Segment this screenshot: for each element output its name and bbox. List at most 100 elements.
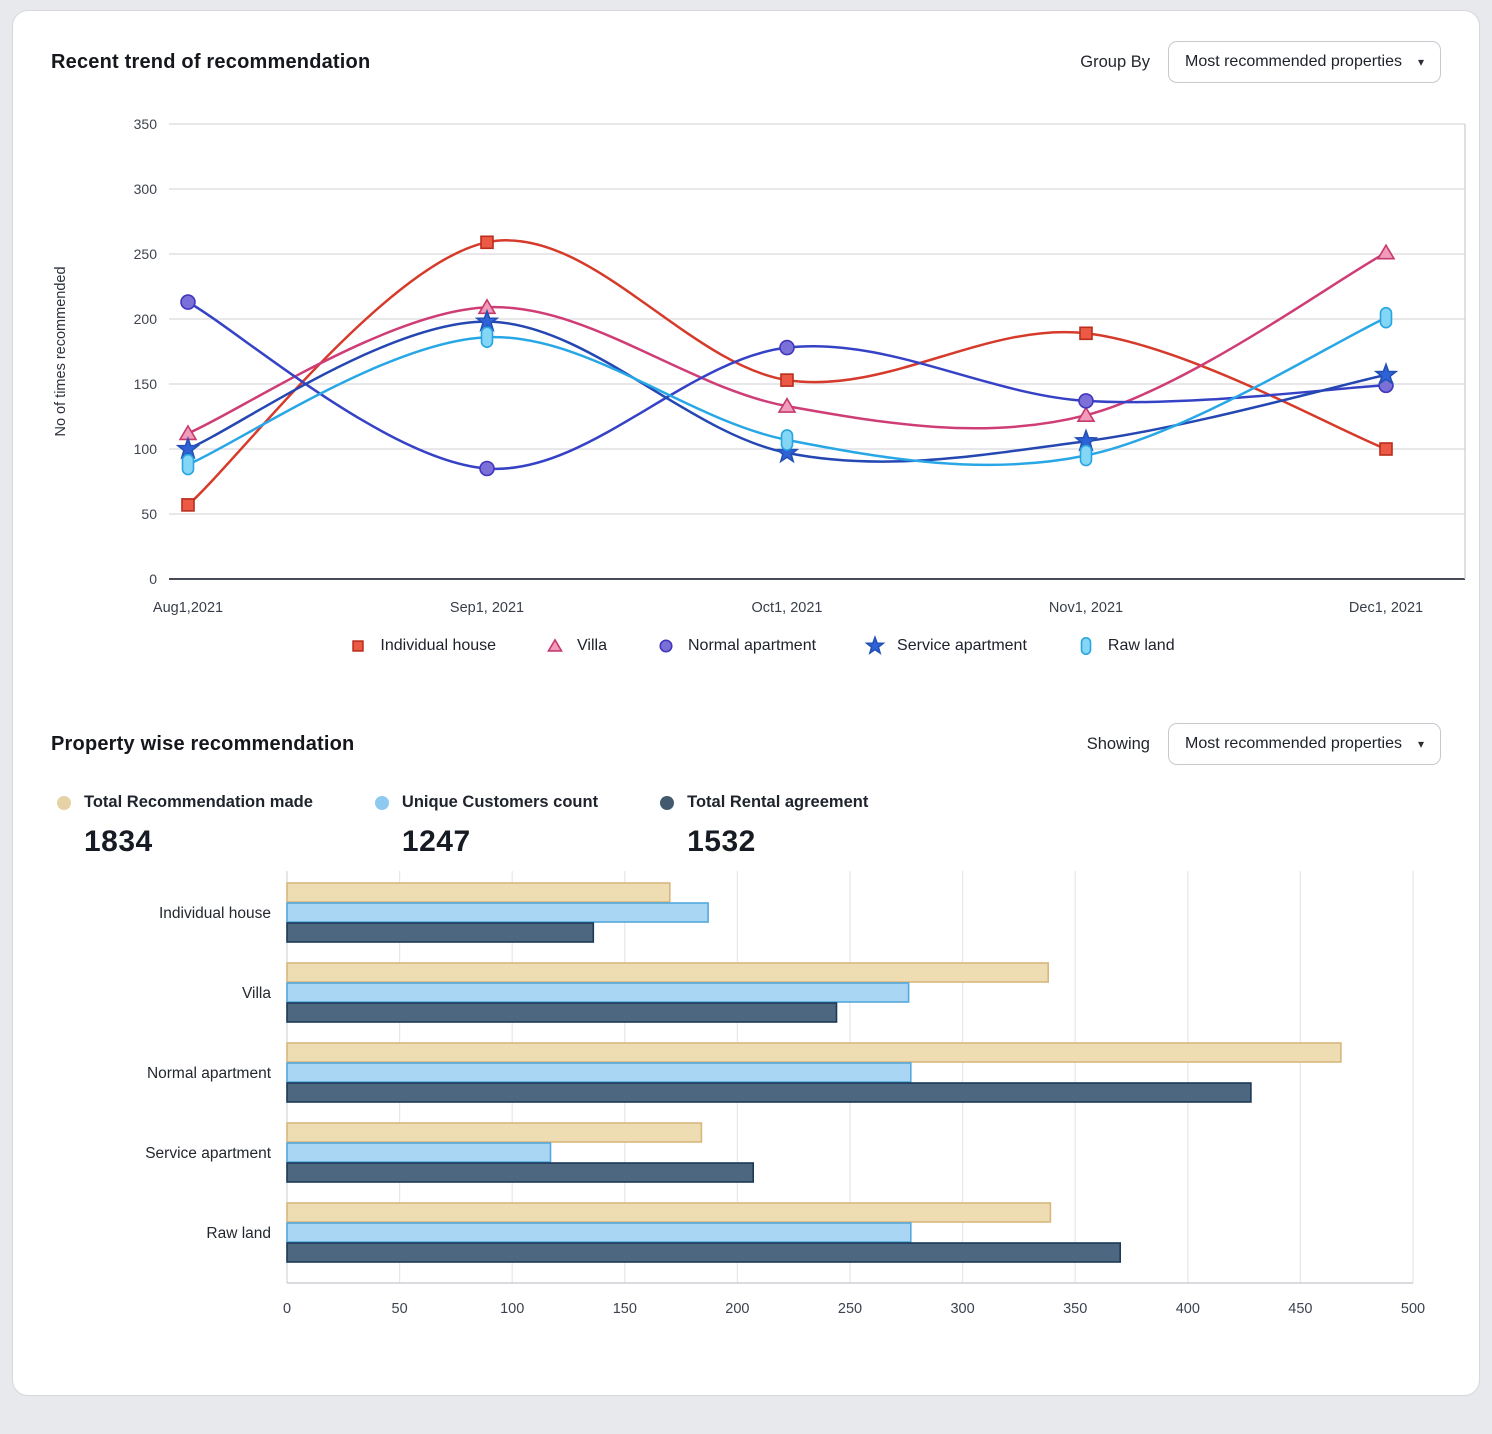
marker-square	[1079, 326, 1093, 341]
y-tick-label: 0	[149, 571, 157, 587]
bar-total-recommendation-made-service-apartment	[286, 1122, 703, 1143]
bar-total-recommendation-made-normal-apartment	[286, 1042, 1342, 1063]
bar-total-recommendation-made-individual-house	[286, 882, 671, 903]
marker-square	[480, 235, 494, 250]
stat-header: Total Rental agreement	[660, 793, 868, 812]
marker-star	[474, 308, 500, 332]
stat-label: Total Recommendation made	[84, 793, 313, 811]
x-tick-label: 150	[613, 1301, 637, 1317]
marker-capsule	[1080, 636, 1092, 655]
category-label: Normal apartment	[147, 1065, 272, 1082]
marker-circle	[180, 294, 196, 310]
y-tick-label: 350	[134, 116, 158, 132]
series-dot-icon	[660, 795, 675, 810]
dashboard-card: Recent trend of recommendation Group By …	[12, 10, 1480, 1396]
trend-title: Recent trend of recommendation	[51, 50, 371, 73]
circle-icon	[659, 639, 673, 653]
legend-item-service-apartment[interactable]: Service apartment	[864, 635, 1027, 657]
bar-total-recommendation-made-villa	[286, 962, 1050, 983]
y-tick-label: 150	[134, 376, 158, 392]
x-tick-label: Nov1, 2021	[1049, 600, 1123, 616]
star-icon	[864, 635, 886, 655]
x-tick-label: 450	[1288, 1301, 1312, 1317]
chevron-down-icon: ▾	[1417, 737, 1424, 751]
bar-unique-customers-count-villa	[286, 982, 910, 1003]
x-tick-label: 200	[725, 1301, 749, 1317]
property-bar-chart-svg: 0 50 100 150 200 250 300 350 400 450 500 Individual…	[145, 871, 1425, 1317]
x-tick-label: Dec1, 2021	[1349, 600, 1423, 616]
category-label: Individual house	[159, 905, 271, 922]
property-header: Property wise recommendation Showing Mos…	[51, 723, 1471, 765]
x-tick-label: 400	[1176, 1301, 1200, 1317]
x-tick-label: 500	[1401, 1301, 1425, 1317]
marker-capsule	[181, 453, 195, 476]
bar-total-rental-agreement-normal-apartment	[286, 1082, 1252, 1103]
stat-total-recommendation-made: Total Recommendation made 1834	[57, 793, 313, 859]
bar-unique-customers-count-service-apartment	[286, 1142, 552, 1163]
legend-item-normal-apartment[interactable]: Normal apartment	[655, 635, 816, 657]
group-by-dropdown[interactable]: Most recommended properties ▾	[1167, 41, 1441, 83]
group-by-control: Group By Most recommended properties ▾	[1080, 41, 1441, 83]
marker-star	[1373, 362, 1399, 386]
legend-label: Service apartment	[897, 637, 1027, 654]
marker-capsule	[780, 429, 794, 451]
y-tick-label: 50	[141, 506, 157, 522]
marker-star	[864, 635, 886, 655]
legend-label: Raw land	[1107, 637, 1175, 654]
bar-total-rental-agreement-villa	[286, 1002, 838, 1023]
legend-item-villa[interactable]: Villa	[544, 635, 607, 657]
trend-legend: Individual house Villa Normal apartment Ser…	[51, 635, 1471, 657]
legend-label: Normal apartment	[688, 637, 817, 654]
category-label: Raw land	[206, 1225, 271, 1242]
x-tick-label: 250	[838, 1301, 862, 1317]
property-bar-chart: 0 50 100 150 200 250 300 350 400 450 500 Individual…	[51, 869, 1471, 1327]
bar-unique-customers-count-normal-apartment	[286, 1062, 912, 1083]
stat-unique-customers-count: Unique Customers count 1247	[374, 793, 599, 859]
property-title: Property wise recommendation	[51, 732, 355, 755]
marker-square	[1379, 442, 1393, 456]
trend-header: Recent trend of recommendation Group By …	[51, 41, 1471, 83]
marker-square	[780, 373, 794, 387]
bar-total-recommendation-made-raw-land	[286, 1202, 1052, 1223]
marker-square	[352, 640, 365, 652]
marker-star	[774, 440, 800, 464]
legend-label: Villa	[577, 637, 607, 654]
marker-circle	[1078, 393, 1094, 409]
series-dot-icon	[57, 795, 71, 810]
category-label: Service apartment	[145, 1145, 271, 1162]
showing-label: Showing	[1086, 734, 1150, 753]
series-line-individual-house	[187, 239, 1387, 506]
marker-triangle	[547, 638, 564, 652]
marker-star	[175, 436, 201, 460]
legend-item-individual-house[interactable]: Individual house	[347, 635, 496, 657]
group-by-value: Most recommended properties	[1184, 53, 1402, 70]
y-axis-label: No of times recommended	[53, 266, 69, 436]
stat-header: Unique Customers count	[374, 793, 599, 812]
showing-value: Most recommended properties	[1184, 735, 1402, 752]
chevron-down-icon: ▾	[1417, 55, 1424, 69]
y-tick-label: 200	[134, 311, 158, 327]
showing-control: Showing Most recommended properties ▾	[1087, 723, 1441, 765]
stat-header: Total Recommendation made	[57, 793, 313, 812]
triangle-icon	[547, 638, 564, 652]
stat-value: 1247	[401, 825, 471, 858]
x-tick-label: Sep1, 2021	[450, 600, 524, 616]
marker-triangle	[1376, 243, 1396, 260]
group-by-label: Group By	[1080, 52, 1150, 71]
series-dot-icon	[374, 795, 389, 810]
trend-line-chart-svg: 0 50 100 150 200 250 300 350 No of times recomme…	[53, 116, 1466, 616]
x-tick-label: 0	[283, 1301, 291, 1317]
x-tick-label: 350	[1063, 1301, 1087, 1317]
stat-label: Unique Customers count	[401, 793, 599, 811]
capsule-icon	[1080, 636, 1092, 655]
category-label: Villa	[242, 985, 271, 1002]
marker-square	[181, 498, 195, 512]
bar-total-rental-agreement-service-apartment	[286, 1162, 755, 1183]
legend-item-raw-land[interactable]: Raw land	[1075, 635, 1175, 657]
y-tick-label: 250	[134, 246, 158, 262]
bar-total-rental-agreement-raw-land	[286, 1242, 1122, 1263]
y-tick-label: 300	[134, 181, 158, 197]
marker-capsule	[1079, 444, 1093, 467]
trend-line-chart: 0 50 100 150 200 250 300 350 No of times recomme…	[51, 101, 1471, 623]
showing-dropdown[interactable]: Most recommended properties ▾	[1167, 723, 1441, 765]
